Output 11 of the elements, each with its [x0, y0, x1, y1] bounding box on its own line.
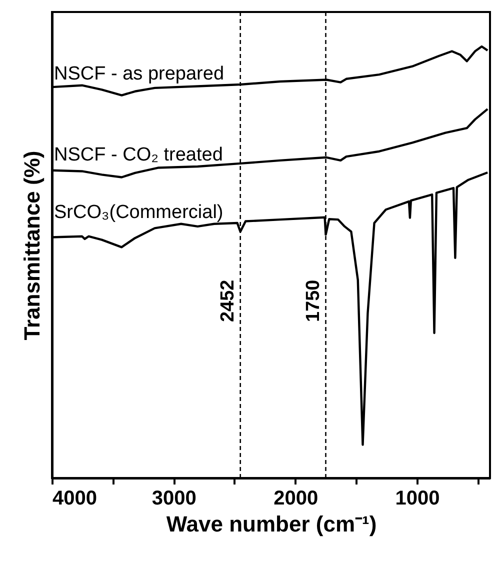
x-tick-label: 1000	[395, 488, 440, 510]
x-tick-label: 3000	[152, 488, 196, 510]
series-label: SrCO₃(Commercial)	[54, 202, 224, 223]
ref-line-label: 2452	[217, 280, 238, 322]
x-tick-label: 2000	[274, 488, 318, 510]
y-axis-title: Transmittance (%)	[20, 150, 44, 340]
series-label: NSCF - as prepared	[54, 63, 224, 84]
ref-line-label: 1750	[302, 280, 324, 322]
x-tick-label: 4000	[52, 488, 97, 510]
x-axis-title: Wave number (cm⁻¹)	[166, 512, 377, 536]
series-label: NSCF - CO₂ treated	[54, 144, 223, 166]
